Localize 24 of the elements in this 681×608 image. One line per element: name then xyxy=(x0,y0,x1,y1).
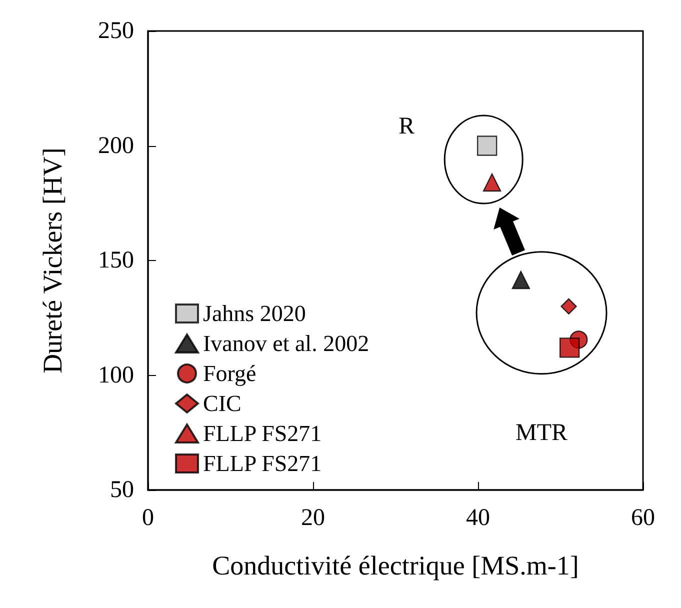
y-axis-title: Dureté Vickers [HV] xyxy=(38,148,68,374)
point xyxy=(482,173,502,192)
x-tick-label: 60 xyxy=(631,505,655,531)
y-tick-label: 100 xyxy=(98,362,134,388)
y-tick-label: 200 xyxy=(98,132,134,159)
point xyxy=(560,298,577,314)
y-tick-label: 150 xyxy=(98,248,134,274)
point xyxy=(559,338,580,358)
x-tick-label: 0 xyxy=(142,505,154,531)
x-axis-title: Conductivité électrique [MS.m-1] xyxy=(212,550,579,580)
y-tick-label: 50 xyxy=(110,477,134,503)
point xyxy=(512,270,530,290)
legend-label: Forgé xyxy=(203,361,256,386)
legend-label: Jahns 2020 xyxy=(203,301,306,326)
y-tick-label: 250 xyxy=(98,18,134,44)
x-tick-label: 20 xyxy=(301,505,325,531)
legend-label: FLLP FS271 xyxy=(203,421,322,446)
legend-label: CIC xyxy=(203,391,242,416)
annotation: R xyxy=(398,114,415,140)
legend-label: Ivanov et al. 2002 xyxy=(203,331,370,356)
annotation: MTR xyxy=(516,420,568,446)
point xyxy=(476,136,498,156)
legend-label: FLLP FS271 xyxy=(203,451,322,476)
x-tick-label: 40 xyxy=(466,505,490,531)
